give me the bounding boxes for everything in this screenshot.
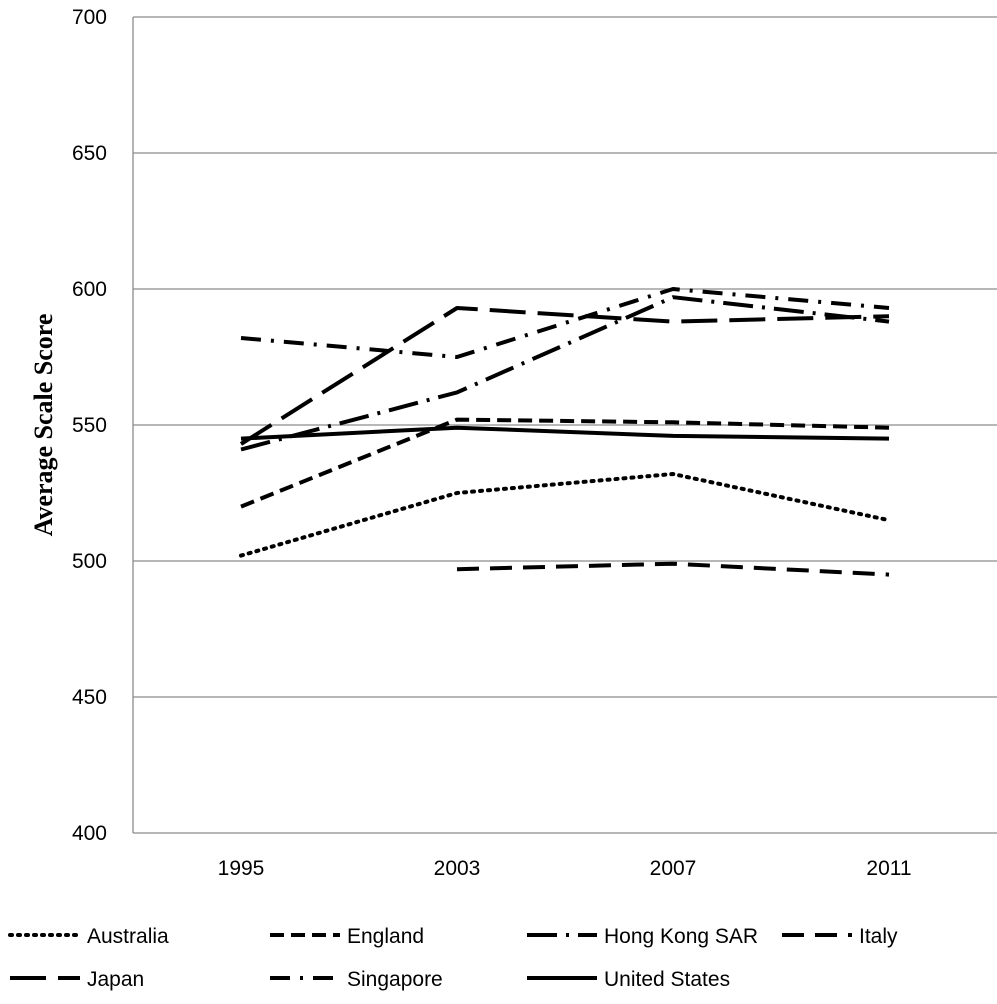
- y-tick-label: 700: [72, 6, 107, 29]
- y-tick-label: 400: [72, 822, 107, 845]
- legend-label: United States: [604, 968, 730, 991]
- gridlines: [133, 16, 997, 698]
- series-line-japan: [239, 306, 890, 446]
- legend-label: Japan: [87, 968, 144, 991]
- tick-labels: 400 450 500 550 600 650 700 1995 2003 2007 2011: [72, 6, 912, 880]
- legend-label: Australia: [87, 925, 169, 948]
- x-tick-label: 2003: [434, 857, 481, 880]
- axes: [132, 17, 997, 834]
- series-line-australia: [239, 472, 891, 558]
- series-line-italy: [456, 561, 890, 577]
- series-lines: [239, 287, 891, 577]
- y-axis-title: Average Scale Score: [29, 314, 58, 537]
- y-tick-label: 650: [72, 142, 107, 165]
- legend-label: Singapore: [347, 968, 443, 991]
- series-line-hong-kong-sar: [240, 295, 890, 452]
- y-tick-label: 600: [72, 278, 107, 301]
- y-tick-label: 550: [72, 414, 107, 437]
- legend: Australia England Hong Kong SAR Italy Japan S…: [8, 925, 898, 991]
- y-tick-label: 450: [72, 686, 107, 709]
- series-line-united-states: [240, 425, 890, 441]
- x-tick-label: 2007: [650, 857, 697, 880]
- legend-label: England: [347, 925, 424, 948]
- legend-label: Italy: [859, 925, 898, 948]
- x-tick-label: 2011: [866, 857, 911, 880]
- series-line-singapore: [240, 287, 890, 359]
- x-tick-label: 1995: [218, 857, 265, 880]
- y-tick-label: 500: [72, 550, 107, 573]
- series-line-england: [240, 417, 890, 509]
- legend-label: Hong Kong SAR: [604, 925, 758, 948]
